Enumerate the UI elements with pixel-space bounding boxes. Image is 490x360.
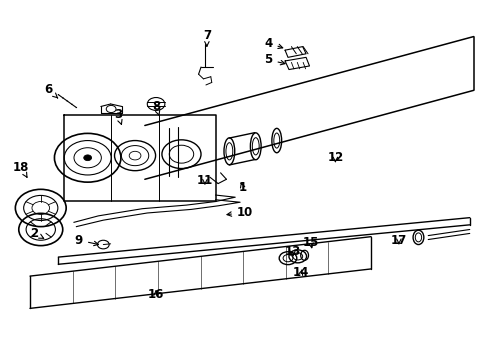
Text: 9: 9 [75,234,98,247]
Text: 5: 5 [264,53,285,66]
Text: 7: 7 [203,29,211,46]
Text: 2: 2 [30,226,44,239]
Text: 4: 4 [264,36,283,50]
Text: 14: 14 [293,266,309,279]
Text: 3: 3 [114,108,122,125]
Text: 10: 10 [227,206,253,219]
Text: 18: 18 [13,161,29,177]
Text: 6: 6 [45,83,58,98]
Text: 12: 12 [327,151,343,164]
Text: 13: 13 [285,244,301,257]
Circle shape [84,155,92,161]
Text: 16: 16 [148,288,164,301]
Text: 8: 8 [152,100,160,116]
Text: 17: 17 [391,234,407,247]
Text: 11: 11 [197,174,213,186]
Text: 1: 1 [239,181,246,194]
Text: 15: 15 [303,236,319,249]
